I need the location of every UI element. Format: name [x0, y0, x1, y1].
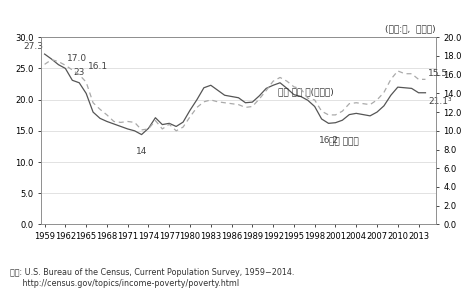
Text: 자료: U.S. Bureau of the Census, Current Population Survey, 1959−2014.: 자료: U.S. Bureau of the Census, Current P…: [10, 268, 293, 277]
Text: http://census.gov/topics/income-poverty/poverty.html: http://census.gov/topics/income-poverty/…: [10, 279, 238, 288]
Text: 17.0: 17.0: [67, 54, 87, 63]
Text: 14: 14: [136, 147, 147, 156]
Text: 아동 빈곰율: 아동 빈곰율: [328, 138, 358, 147]
Text: (단위:요,  백만명): (단위:요, 백만명): [385, 24, 435, 33]
Text: 21.1³: 21.1³: [427, 97, 451, 106]
Text: 16.2: 16.2: [318, 136, 338, 145]
Text: 빈곰 아동 수(백만명): 빈곰 아동 수(백만명): [278, 87, 333, 96]
Text: 15.5: 15.5: [427, 69, 447, 78]
Text: 16.1: 16.1: [88, 62, 108, 71]
Text: 23: 23: [73, 68, 85, 77]
Text: 27.3: 27.3: [23, 42, 43, 51]
